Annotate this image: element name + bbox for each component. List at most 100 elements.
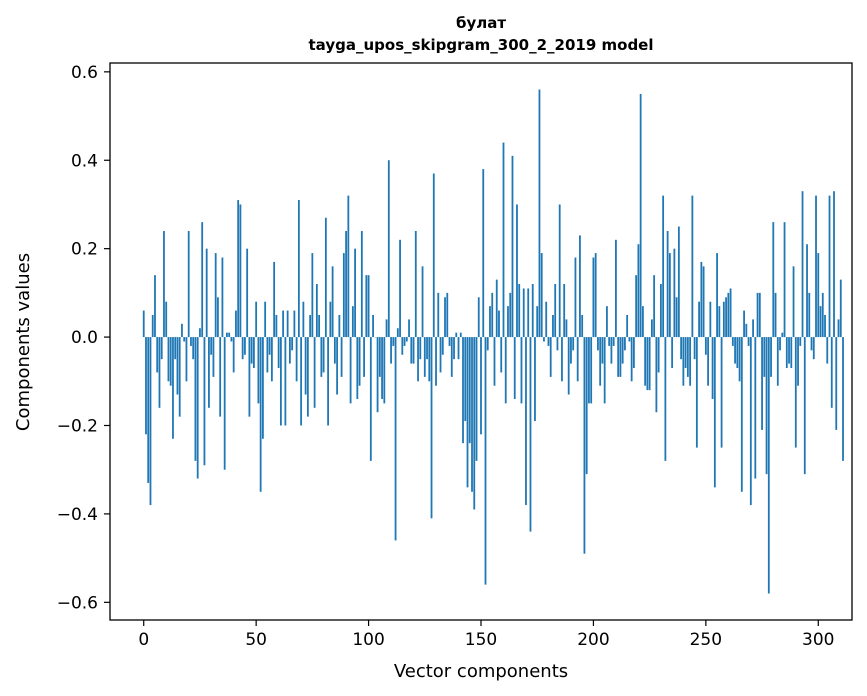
bar-292 [799, 337, 802, 346]
bar-114 [399, 239, 401, 338]
x-tick-label: 250 [690, 630, 722, 650]
bar-160 [502, 142, 505, 338]
bar-54 [264, 301, 267, 338]
bar-262 [731, 337, 734, 346]
bar-240 [682, 337, 685, 386]
bar-100 [367, 275, 370, 338]
bar-4 [151, 314, 154, 338]
bar-211 [617, 337, 620, 377]
bar-234 [668, 253, 671, 338]
bar-34 [219, 337, 222, 417]
bar-233 [666, 230, 669, 338]
bar-245 [693, 337, 696, 360]
bar-260 [727, 292, 730, 338]
bar-117 [405, 337, 408, 342]
x-tick-label: 0 [138, 630, 149, 650]
bar-1 [145, 337, 147, 435]
bar-97 [360, 230, 363, 338]
bar-192 [574, 257, 577, 338]
bar-159 [500, 337, 503, 373]
bar-203 [599, 337, 602, 386]
y-tick-label: −0.4 [57, 505, 98, 525]
bar-89 [342, 253, 345, 338]
bar-37 [226, 332, 228, 338]
bar-191 [572, 337, 575, 351]
bar-189 [567, 337, 570, 395]
bar-157 [495, 279, 498, 338]
bar-60 [277, 337, 280, 369]
bar-190 [570, 337, 572, 364]
bar-75 [311, 253, 314, 338]
bar-71 [302, 301, 305, 338]
bar-193 [576, 337, 579, 382]
bar-93 [351, 306, 354, 338]
bar-109 [387, 160, 390, 338]
bar-119 [410, 337, 413, 364]
bar-251 [707, 337, 709, 386]
bar-290 [794, 337, 797, 448]
bar-180 [547, 337, 550, 346]
bar-10 [165, 301, 168, 338]
bar-169 [522, 288, 525, 338]
bar-299 [815, 195, 817, 338]
bar-129 [432, 173, 435, 338]
bar-268 [745, 323, 748, 338]
bar-296 [808, 292, 811, 338]
bar-104 [376, 337, 379, 413]
bar-67 [293, 310, 296, 338]
bar-231 [662, 195, 665, 338]
bar-79 [320, 337, 323, 377]
bar-153 [486, 337, 489, 351]
bar-294 [803, 337, 806, 475]
bar-201 [594, 253, 597, 338]
bar-136 [448, 337, 451, 346]
bar-219 [635, 275, 638, 338]
bar-108 [385, 319, 388, 338]
bar-0 [142, 310, 145, 338]
bar-239 [680, 337, 683, 360]
bar-99 [365, 275, 368, 338]
bar-220 [637, 244, 640, 338]
bar-225 [648, 337, 651, 391]
bar-273 [756, 292, 759, 338]
bar-137 [450, 337, 453, 377]
bar-23 [194, 337, 197, 461]
bar-243 [689, 337, 692, 386]
bar-83 [329, 301, 332, 338]
bar-213 [621, 337, 624, 364]
bar-115 [401, 337, 404, 355]
bar-282 [776, 337, 779, 386]
bar-33 [217, 297, 219, 338]
bar-171 [527, 288, 530, 338]
bar-13 [172, 337, 174, 439]
x-axis-label: Vector components [394, 661, 568, 682]
bar-242 [686, 337, 689, 377]
bar-142 [462, 337, 464, 444]
bar-57 [270, 337, 273, 382]
bar-29 [208, 337, 210, 408]
bar-120 [412, 337, 415, 364]
bar-65 [288, 337, 291, 364]
bar-209 [612, 337, 615, 346]
bar-148 [475, 337, 478, 461]
bar-236 [673, 248, 676, 338]
bar-297 [810, 337, 813, 351]
bar-51 [257, 337, 260, 404]
bar-78 [318, 314, 321, 338]
bar-155 [491, 292, 494, 338]
bar-172 [529, 337, 532, 532]
bar-53 [262, 337, 264, 439]
bar-244 [691, 195, 694, 338]
bar-208 [610, 337, 613, 364]
bar-247 [698, 301, 700, 338]
x-axis-ticks: 0 50 100 150 200 250 300 [138, 620, 834, 650]
bar-285 [783, 222, 786, 338]
bar-141 [459, 332, 462, 338]
bar-205 [603, 337, 606, 404]
bar-32 [214, 253, 217, 338]
bar-214 [624, 337, 626, 351]
bar-288 [790, 337, 793, 369]
bar-202 [597, 337, 599, 351]
bar-82 [327, 337, 329, 426]
